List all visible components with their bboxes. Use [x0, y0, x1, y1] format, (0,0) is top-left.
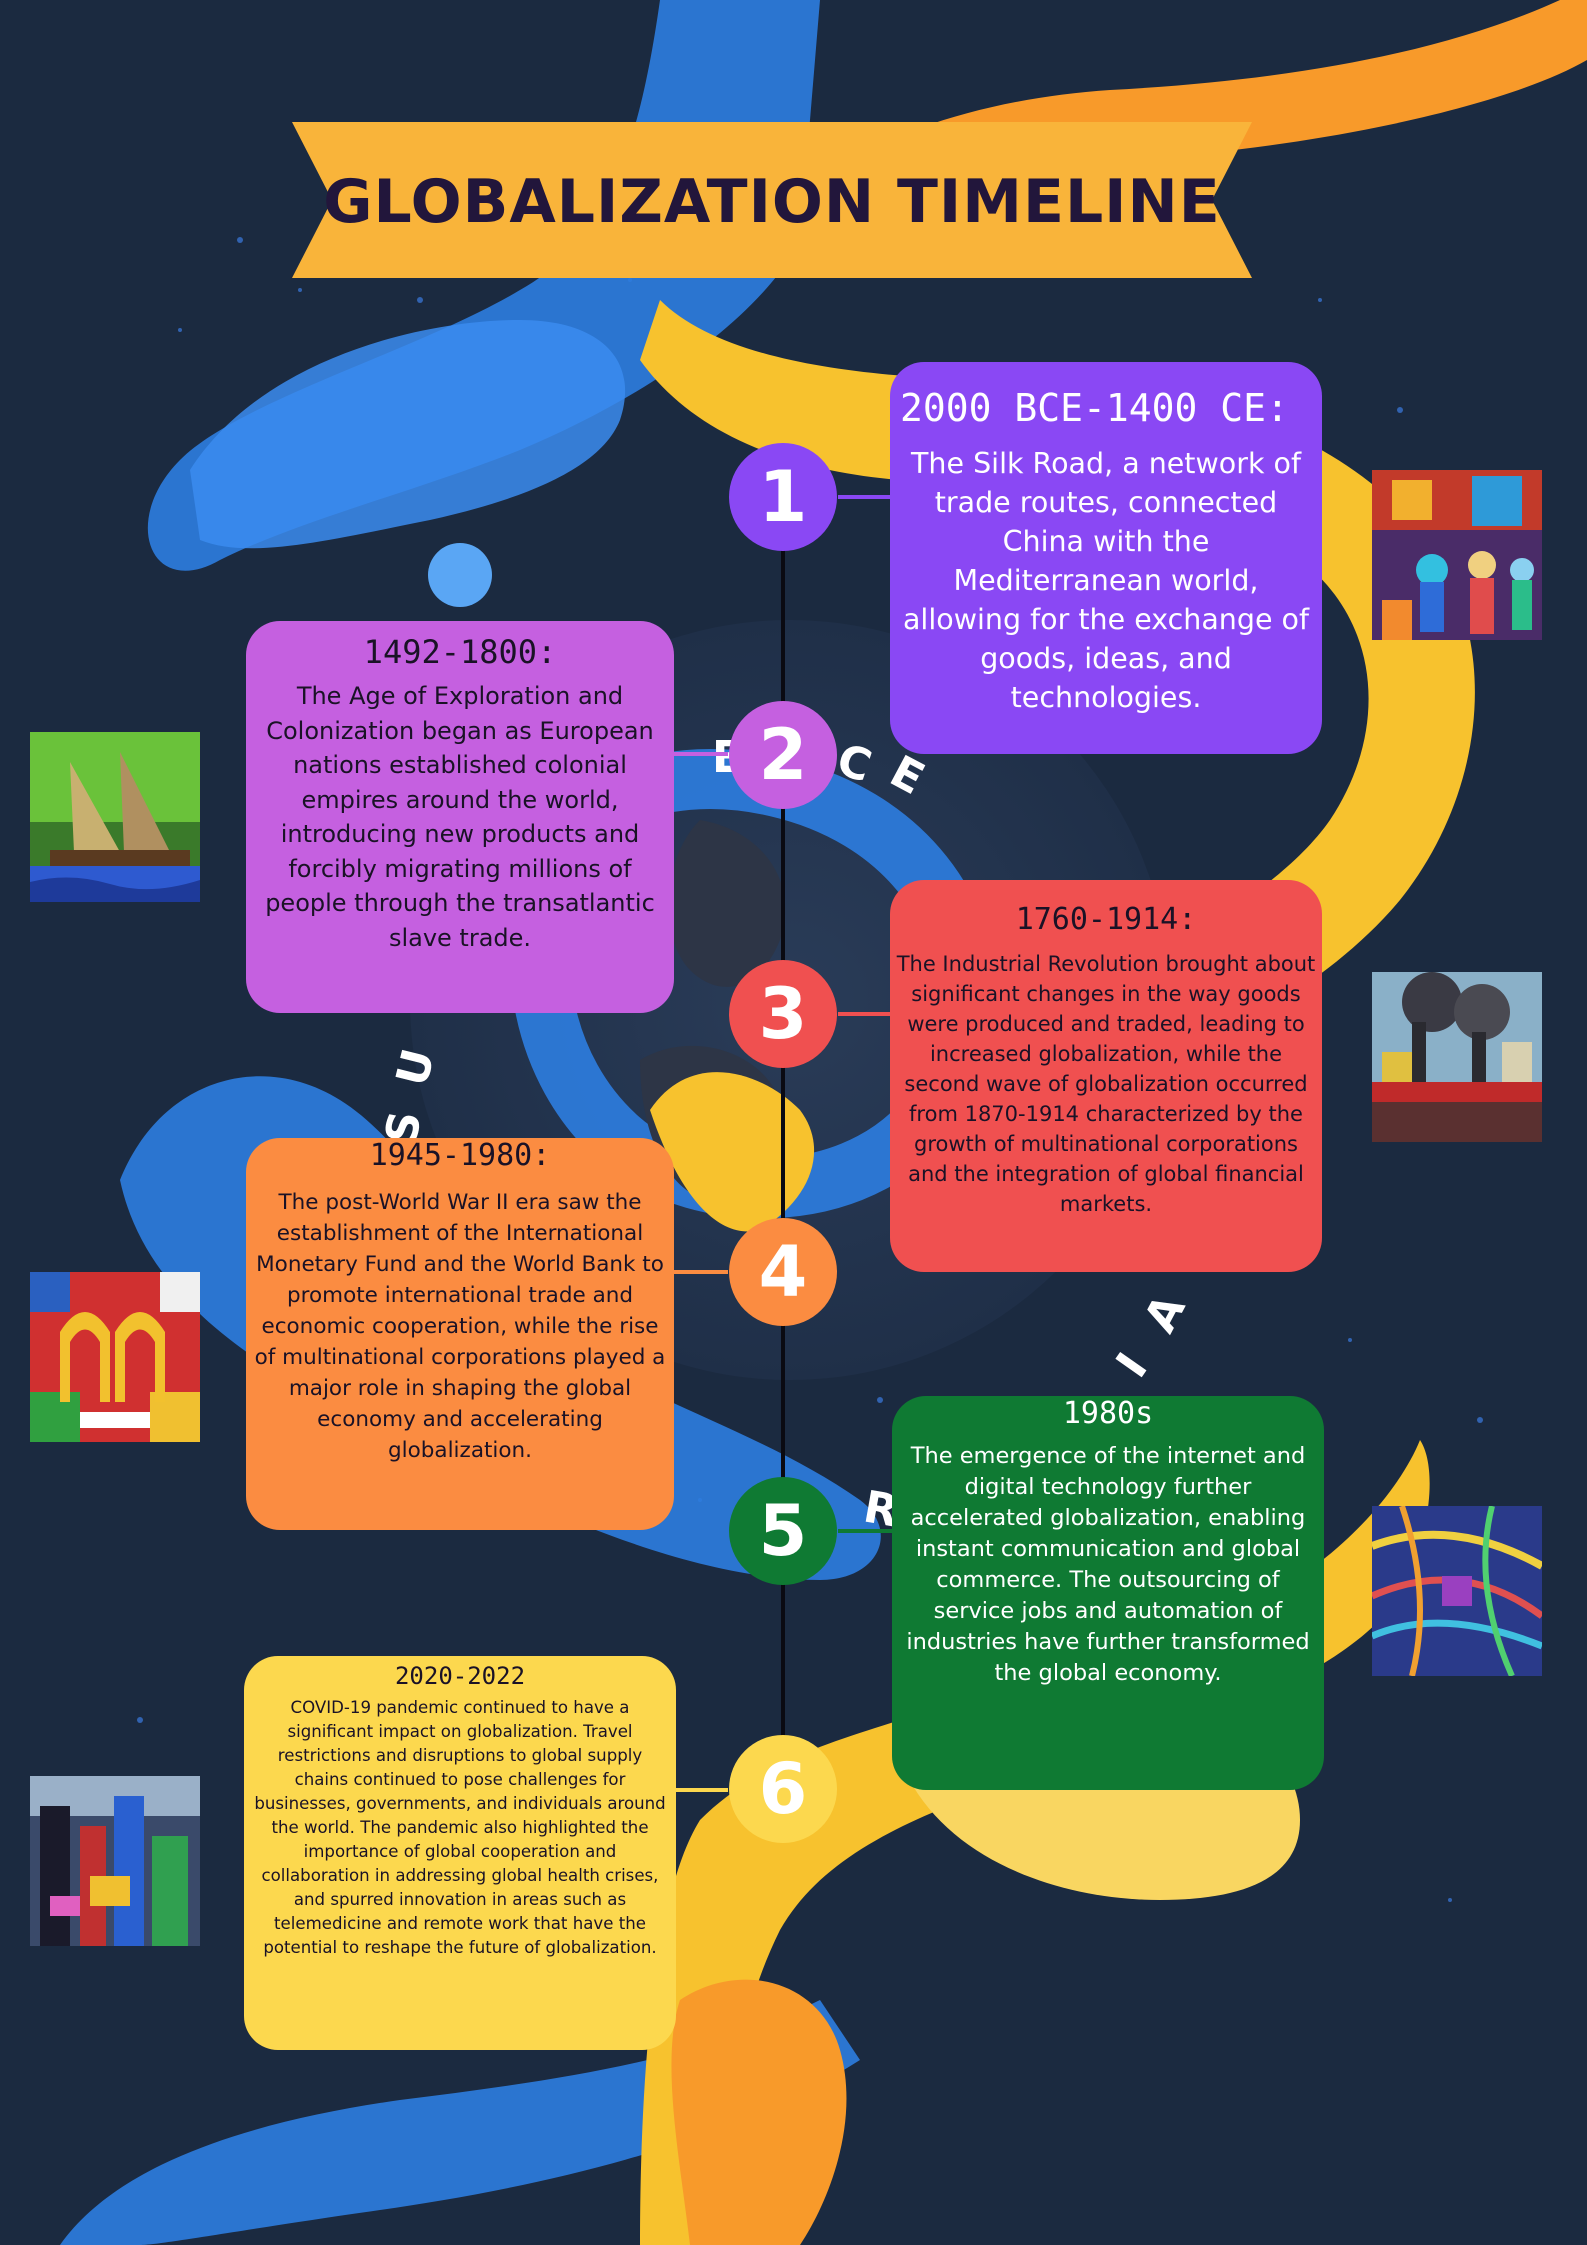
event-date: 2020-2022 [394, 1662, 526, 1690]
event-date: 1945-1980: [369, 1138, 551, 1173]
timeline-node-1: 1 [729, 443, 837, 551]
event-description: The Silk Road, a network of trade routes… [902, 447, 1310, 714]
sailing-ship-painting-icon [30, 732, 200, 902]
event-card-5: 1980s The emergence of the internet and … [892, 1396, 1324, 1790]
timeline-node-6: 6 [729, 1735, 837, 1843]
timeline-node-3: 3 [729, 960, 837, 1068]
event-card-2: 1492-1800: The Age of Exploration and Co… [246, 621, 674, 1013]
market-painting-icon [1372, 470, 1542, 640]
brand-collage-icon [30, 1272, 200, 1442]
event-card-6: 2020-2022 COVID-19 pandemic continued to… [244, 1656, 676, 2050]
timeline-node-2: 2 [729, 701, 837, 809]
event-date: 1980s [1062, 1396, 1154, 1431]
event-description: COVID-19 pandemic continued to have a si… [254, 1698, 666, 1957]
event-description: The emergence of the internet and digita… [906, 1443, 1310, 1686]
title-banner: GLOBALIZATION TIMELINE [292, 122, 1252, 278]
connector-6 [672, 1788, 728, 1792]
factory-painting-icon [1372, 972, 1542, 1142]
timeline-node-4: 4 [729, 1218, 837, 1326]
event-card-1: 2000 BCE-1400 CE: The Silk Road, a netwo… [890, 362, 1322, 754]
event-description: The Age of Exploration and Colonization … [265, 682, 655, 952]
connector-4 [672, 1270, 728, 1274]
event-date: 1492-1800: [363, 633, 557, 671]
timeline-spine [781, 520, 785, 1790]
event-description: The post-World War II era saw the establ… [254, 1190, 666, 1463]
event-card-3: 1760-1914: The Industrial Revolution bro… [890, 880, 1322, 1272]
connector-5 [838, 1529, 894, 1533]
event-card-4: 1945-1980: The post-World War II era saw… [246, 1138, 674, 1530]
page-title: GLOBALIZATION TIMELINE [323, 167, 1221, 237]
timeline-node-5: 5 [729, 1477, 837, 1585]
cables-collage-icon [1372, 1506, 1542, 1676]
connector-2 [672, 752, 728, 756]
event-date: 1760-1914: [1015, 902, 1197, 937]
connector-1 [838, 495, 894, 499]
city-collage-icon [30, 1776, 200, 1946]
event-description: The Industrial Revolution brought about … [896, 952, 1316, 1216]
connector-3 [838, 1012, 894, 1016]
ribbon-shape [292, 122, 1252, 278]
event-date: 2000 BCE-1400 CE: [900, 386, 1289, 430]
